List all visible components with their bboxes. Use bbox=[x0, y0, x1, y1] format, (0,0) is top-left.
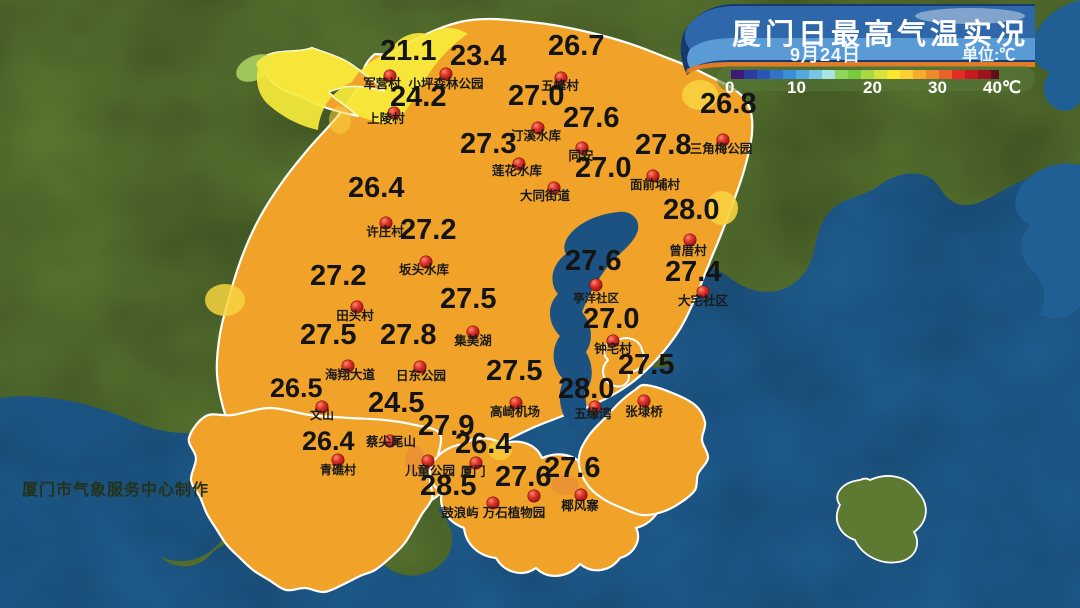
svg-text:27.5: 27.5 bbox=[618, 349, 674, 381]
svg-text:28.0: 28.0 bbox=[558, 373, 614, 405]
svg-text:27.2: 27.2 bbox=[400, 214, 456, 246]
svg-text:27.6: 27.6 bbox=[495, 461, 551, 493]
svg-text:27.6: 27.6 bbox=[563, 102, 619, 134]
svg-text:鼓浪屿: 鼓浪屿 bbox=[441, 505, 479, 520]
svg-text:27.5: 27.5 bbox=[300, 319, 356, 351]
svg-text:海翔大道: 海翔大道 bbox=[325, 367, 376, 382]
svg-text:27.4: 27.4 bbox=[665, 256, 721, 288]
svg-text:坂头水库: 坂头水库 bbox=[399, 262, 450, 277]
svg-text:椰风寨: 椰风寨 bbox=[561, 498, 599, 513]
svg-text:集美湖: 集美湖 bbox=[453, 333, 492, 348]
svg-text:26.5: 26.5 bbox=[270, 373, 323, 403]
svg-text:许庄村: 许庄村 bbox=[366, 224, 404, 239]
svg-text:28.5: 28.5 bbox=[420, 470, 476, 502]
svg-text:24.5: 24.5 bbox=[368, 387, 424, 419]
svg-text:26.4: 26.4 bbox=[348, 172, 404, 204]
svg-text:26.7: 26.7 bbox=[548, 30, 604, 62]
svg-text:万石植物园: 万石植物园 bbox=[482, 505, 546, 520]
svg-text:面前埔村: 面前埔村 bbox=[630, 177, 681, 192]
svg-text:27.8: 27.8 bbox=[635, 129, 691, 161]
svg-text:大宅社区: 大宅社区 bbox=[678, 293, 729, 308]
svg-text:莲花水库: 莲花水库 bbox=[492, 163, 543, 178]
svg-text:上陵村: 上陵村 bbox=[367, 111, 405, 126]
svg-text:27.0: 27.0 bbox=[575, 152, 631, 184]
svg-text:26.4: 26.4 bbox=[455, 428, 511, 460]
svg-text:27.6: 27.6 bbox=[544, 452, 600, 484]
svg-text:高崎机场: 高崎机场 bbox=[490, 404, 540, 419]
svg-text:日东公园: 日东公园 bbox=[396, 368, 446, 383]
svg-text:三角梅公园: 三角梅公园 bbox=[690, 141, 753, 156]
svg-text:26.4: 26.4 bbox=[302, 426, 355, 456]
svg-text:五缘湾: 五缘湾 bbox=[574, 406, 612, 421]
svg-text:27.5: 27.5 bbox=[486, 355, 542, 387]
svg-text:27.6: 27.6 bbox=[565, 245, 621, 277]
svg-text:23.4: 23.4 bbox=[450, 40, 506, 72]
svg-text:28.0: 28.0 bbox=[663, 194, 719, 226]
svg-text:汀溪水库: 汀溪水库 bbox=[511, 128, 562, 143]
svg-text:27.0: 27.0 bbox=[508, 80, 564, 112]
svg-text:文山: 文山 bbox=[310, 407, 334, 422]
svg-text:21.1: 21.1 bbox=[380, 35, 436, 67]
svg-text:张埭桥: 张埭桥 bbox=[625, 404, 663, 419]
svg-text:蔡尖尾山: 蔡尖尾山 bbox=[365, 434, 416, 449]
svg-text:大同街道: 大同街道 bbox=[520, 188, 571, 203]
svg-text:27.2: 27.2 bbox=[310, 260, 366, 292]
svg-text:24.2: 24.2 bbox=[390, 81, 446, 113]
svg-text:27.3: 27.3 bbox=[460, 128, 516, 160]
svg-text:27.0: 27.0 bbox=[583, 303, 639, 335]
svg-text:青礁村: 青礁村 bbox=[320, 462, 356, 477]
svg-text:27.8: 27.8 bbox=[380, 319, 436, 351]
svg-text:27.5: 27.5 bbox=[440, 283, 496, 315]
